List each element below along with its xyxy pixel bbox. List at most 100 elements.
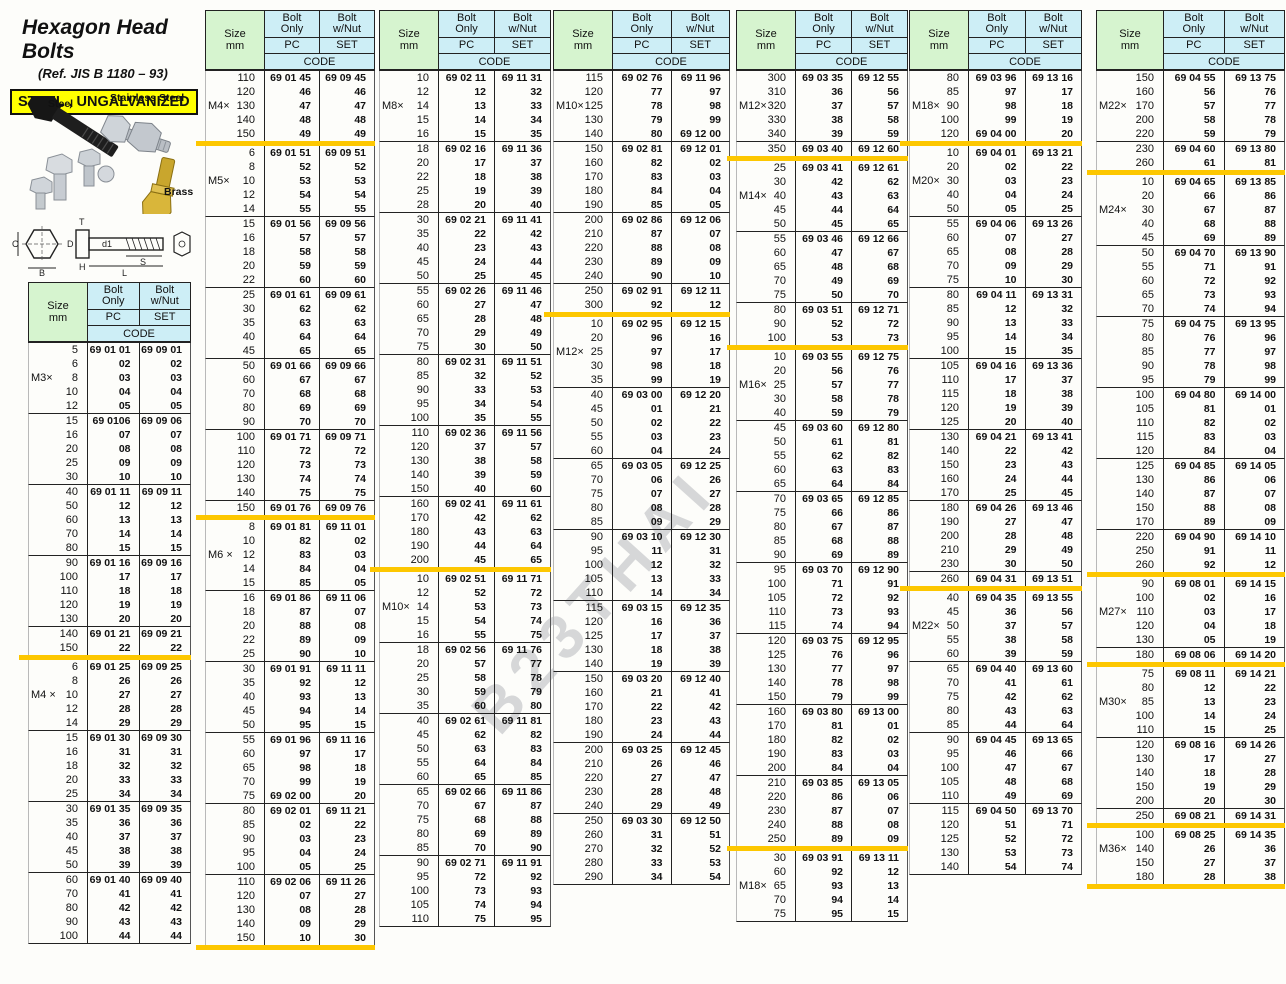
set-code-cell: 13: [319, 690, 374, 704]
size-cell: 100: [1135, 592, 1154, 604]
set-code-cell: 69 11 86: [494, 785, 550, 799]
table-row: 95 72 92: [380, 870, 550, 884]
table-row: 120 69 08 16 69 14 26: [1097, 738, 1284, 752]
table-row: 60 47 67: [737, 246, 907, 260]
table-row: 180 69 04 26 69 13 46: [910, 501, 1081, 515]
size-group: 55 69 01 96 69 11 16 60 97 17 65 98 18 70 99 19 75 69…: [205, 733, 375, 804]
pc-code-cell: 48: [264, 113, 319, 127]
table-row: 40 68 88: [1097, 217, 1284, 231]
table-row: 160 69 02 41 69 11 61: [380, 497, 550, 511]
set-code-cell: 32: [1024, 302, 1082, 316]
size-group: 300 69 03 35 69 12 55 310 36 56 M12× 320 37 57 330…: [736, 71, 908, 142]
pc-code-cell: 69 04 21: [968, 430, 1025, 444]
size-cell: 60: [773, 247, 786, 259]
table-row: 70 68 68: [206, 387, 374, 401]
set-code-cell: 52: [319, 160, 374, 174]
table-row: 12 54 54: [206, 188, 374, 202]
set-code-cell: 69 09 51: [319, 146, 374, 160]
set-code-cell: 58: [319, 245, 374, 259]
table-row: 100 44 44: [29, 929, 190, 943]
size-cell: M18× 65: [739, 880, 786, 892]
pc-code-cell: 12: [968, 302, 1025, 316]
table-row: 110 49 69: [910, 789, 1081, 803]
pc-code-cell: 53: [795, 331, 851, 345]
set-code-cell: 78: [851, 392, 907, 406]
size-cell: 140: [940, 861, 959, 873]
size-cell: 40: [416, 715, 429, 727]
code-table-m22-m36: Size mm Bolt Only Bolt w/Nut PC SET CODE 150 69 04…: [1087, 10, 1285, 889]
table-row: 120 51 71: [910, 818, 1081, 832]
pc-code-cell: 04: [87, 385, 139, 399]
pc-code-cell: 05: [968, 202, 1025, 216]
pc-code-cell: 08: [612, 501, 671, 515]
table-row: 90 69 03 10 69 12 30: [554, 530, 729, 544]
table-row: 130 86 06: [1097, 473, 1284, 487]
size-cell: 55: [416, 757, 429, 769]
pc-code-cell: 44: [968, 718, 1025, 732]
table-row: 70 41 61: [910, 676, 1081, 690]
set-code-cell: 63: [1024, 704, 1082, 718]
table-row: 25 34 34: [29, 787, 190, 801]
yellow-separator: [370, 567, 551, 572]
table-row: 16 55 75: [380, 628, 550, 642]
pc-code-cell: 69 01 21: [87, 627, 139, 641]
pc-code-cell: 69 02 41: [438, 497, 494, 511]
table-row: 190 24 44: [554, 728, 729, 742]
set-code-cell: 16: [670, 331, 730, 345]
set-code-cell: 39: [494, 184, 550, 198]
size-cell: 90: [242, 416, 255, 428]
size-cell: 16: [242, 232, 255, 244]
table-row: 95 14 34: [910, 330, 1081, 344]
size-cell: 150: [584, 143, 603, 155]
set-code-cell: 19: [1024, 113, 1082, 127]
size-cell: 70: [946, 677, 959, 689]
pc-code-cell: 88: [795, 818, 851, 832]
pc-code-cell: 66: [795, 506, 851, 520]
set-code-cell: 07: [851, 804, 907, 818]
table-row: 260 61 81: [1097, 156, 1284, 170]
set-code-cell: 18: [319, 761, 374, 775]
label-d1: d1: [102, 239, 112, 249]
set-code-cell: 98: [670, 99, 730, 113]
table-row: 75 95 15: [737, 907, 907, 921]
size-cell: 70: [416, 327, 429, 339]
size-group: 40 69 03 00 69 12 20 45 01 21 50 02 22 55 03 23 60 04…: [553, 388, 730, 459]
pc-code-cell: 33: [612, 856, 671, 870]
set-code-cell: 69 13 21: [1024, 146, 1082, 160]
pc-code-cell: 32: [438, 369, 494, 383]
set-code-cell: 17: [138, 570, 191, 584]
size-cell: 60: [946, 648, 959, 660]
pc-code-cell: 57: [1163, 99, 1224, 113]
pc-code-cell: 13: [612, 572, 671, 586]
pc-code-cell: 69 04 55: [1163, 71, 1224, 85]
table-row: 180 28 38: [1097, 870, 1284, 884]
set-code-cell: 67: [851, 246, 907, 260]
code-table-m18-m22: Size mm Bolt Only Bolt w/Nut PC SET CODE 80 69 03 …: [900, 10, 1082, 875]
table-row: 260 31 51: [554, 828, 729, 842]
size-cell: 50: [242, 719, 255, 731]
pc-code-cell: 61: [1163, 156, 1224, 170]
size-cell: M18× 90: [912, 100, 959, 112]
table-row: 60 39 59: [910, 647, 1081, 661]
pc-code-cell: 69 03 10: [612, 530, 671, 544]
size-group: 150 69 03 20 69 12 40 160 21 41 170 22 42 180 23 43…: [553, 672, 730, 743]
table-row: 70 09 29: [910, 259, 1081, 273]
size-group: 80 69 03 96 69 13 16 85 97 17 M18× 90 98 18 100 99 1…: [909, 71, 1082, 141]
pc-code-cell: 33: [438, 383, 494, 397]
table-row: 40 93 13: [206, 690, 374, 704]
table-row: 100 17 17: [29, 570, 190, 584]
size-group: 75 69 04 75 69 13 95 80 76 96 85 77 97 90 78 98 95 79…: [1096, 317, 1285, 388]
table-row: 230 28 48: [554, 785, 729, 799]
pc-code-cell: 69 01 91: [264, 662, 319, 676]
size-cell: 85: [946, 719, 959, 731]
set-code-cell: 80: [494, 699, 550, 713]
table-row: M18× 90 98 18: [910, 99, 1081, 113]
table-row: 110 17 37: [910, 373, 1081, 387]
set-code-cell: 36: [670, 615, 730, 629]
size-group: 10 69 04 65 69 13 85 20 66 86 M24× 30 67 87 40 68 88…: [1096, 175, 1285, 246]
page-title: Hexagon Head Bolts: [22, 16, 168, 63]
pc-code-cell: 39: [968, 647, 1025, 661]
pc-code-cell: 69 01 71: [264, 430, 319, 444]
set-code-cell: 25: [1223, 723, 1285, 737]
size-cell: 40: [65, 486, 78, 498]
